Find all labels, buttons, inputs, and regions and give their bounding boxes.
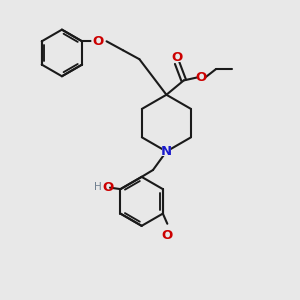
Text: O: O bbox=[195, 71, 207, 84]
Text: O: O bbox=[162, 229, 173, 242]
Bar bbox=[197, 74, 205, 81]
Bar bbox=[162, 147, 171, 156]
Text: N: N bbox=[161, 145, 172, 158]
Text: O: O bbox=[102, 181, 113, 194]
Text: O: O bbox=[172, 51, 183, 64]
Bar bbox=[173, 55, 182, 62]
Text: O: O bbox=[92, 35, 103, 48]
Text: H: H bbox=[94, 182, 102, 192]
